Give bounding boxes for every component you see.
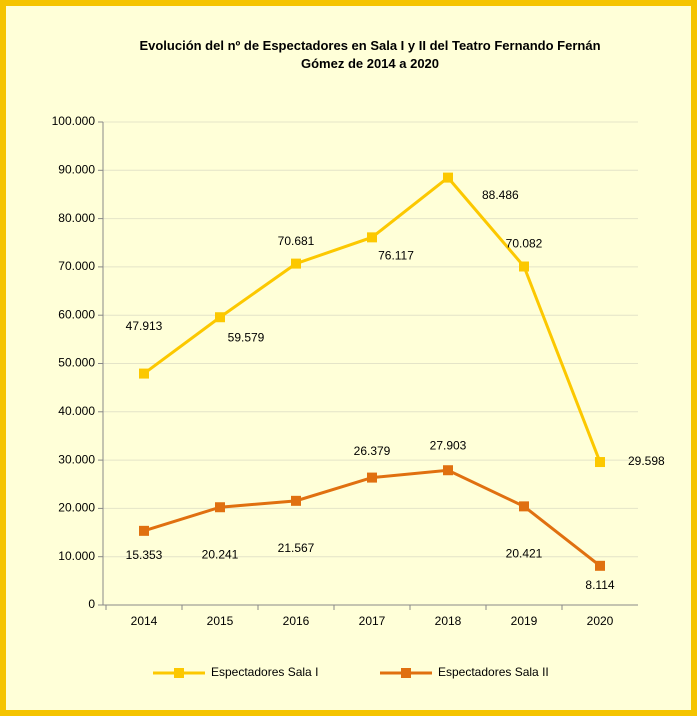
data-label: 27.903: [430, 438, 467, 452]
data-label: 88.486: [482, 188, 519, 202]
y-tick-label: 70.000: [58, 259, 95, 273]
legend-label: Espectadores Sala I: [211, 665, 318, 679]
point-marker: [443, 172, 453, 183]
data-label: 47.913: [126, 319, 163, 333]
x-tick-label: 2014: [131, 614, 158, 628]
y-tick-label: 60.000: [58, 307, 95, 321]
point-marker: [291, 495, 301, 506]
data-label: 15.353: [126, 548, 163, 562]
x-tick-label: 2019: [511, 614, 538, 628]
point-marker: [291, 258, 301, 269]
point-marker: [595, 457, 605, 468]
point-marker: [443, 465, 453, 476]
y-tick-label: 20.000: [58, 501, 95, 515]
point-marker: [367, 232, 377, 243]
point-marker: [215, 502, 225, 513]
data-label: 20.421: [506, 547, 543, 561]
x-tick-label: 2017: [359, 614, 386, 628]
x-tick-label: 2020: [587, 614, 614, 628]
data-label: 70.082: [506, 237, 543, 251]
y-tick-label: 10.000: [58, 549, 95, 563]
data-label: 59.579: [228, 330, 265, 344]
legend-label: Espectadores Sala II: [438, 665, 549, 679]
data-label: 29.598: [628, 454, 665, 468]
point-marker: [139, 525, 149, 536]
y-tick-label: 40.000: [58, 404, 95, 418]
y-tick-label: 50.000: [58, 356, 95, 370]
y-tick-label: 100.000: [52, 114, 96, 128]
point-marker: [595, 560, 605, 571]
legend-marker: [174, 668, 184, 678]
y-tick-label: 30.000: [58, 452, 95, 466]
chart-title: Evolución del nº de Espectadores en Sala…: [139, 38, 600, 71]
y-tick-label: 80.000: [58, 211, 95, 225]
data-label: 21.567: [278, 541, 315, 555]
x-tick-label: 2016: [283, 614, 310, 628]
y-tick-label: 90.000: [58, 162, 95, 176]
point-marker: [367, 472, 377, 483]
point-marker: [519, 261, 529, 272]
legend-marker: [401, 668, 411, 678]
data-label: 76.117: [378, 249, 414, 263]
data-label: 26.379: [354, 444, 391, 458]
point-marker: [519, 501, 529, 512]
point-marker: [215, 312, 225, 323]
data-label: 20.241: [202, 547, 239, 561]
y-tick-label: 0: [88, 597, 95, 611]
data-label: 8.114: [585, 578, 614, 592]
data-label: 70.681: [278, 234, 315, 248]
point-marker: [139, 368, 149, 379]
x-tick-label: 2018: [435, 614, 462, 628]
x-tick-label: 2015: [207, 614, 234, 628]
